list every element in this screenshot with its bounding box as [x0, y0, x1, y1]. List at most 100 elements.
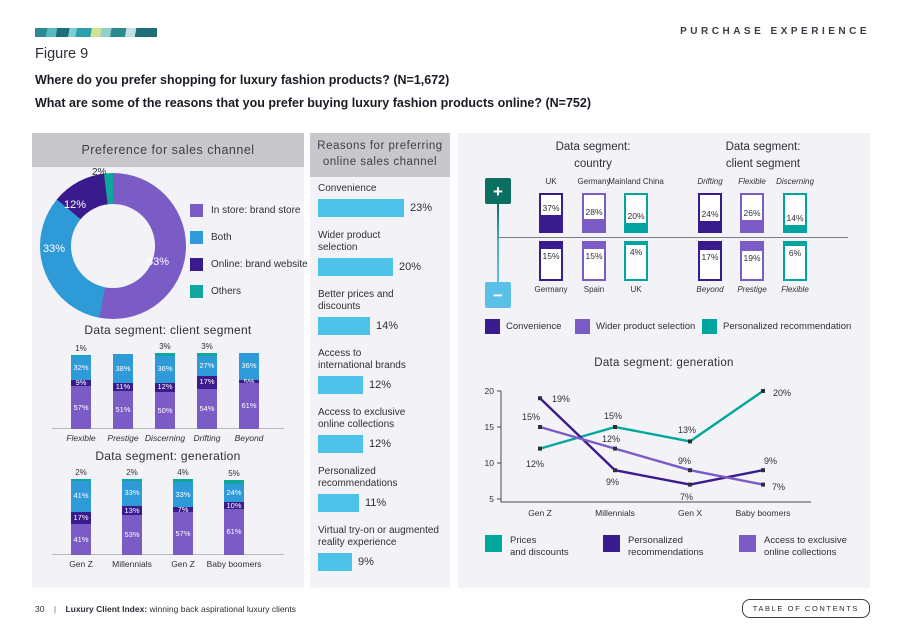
legend-label: Convenience [506, 321, 562, 332]
bar-segment-value: 41% [73, 534, 89, 544]
plus-minus-connector [497, 204, 499, 282]
box-label-bottom: Germany [534, 285, 568, 294]
box-value: 15% [542, 251, 560, 261]
group-title-client-line2: client segment [725, 157, 801, 170]
bar-top-label: 4% [177, 468, 189, 478]
box-label-top: Drifting [680, 161, 740, 187]
chart-title-generation-lines: Data segment: generation [594, 357, 734, 369]
box-label-top: UK [521, 161, 581, 187]
data-point-marker [613, 425, 617, 429]
bar-segment-value: 54% [199, 404, 215, 413]
bar-segment-value: 61% [226, 527, 242, 537]
minus-icon: − [485, 282, 511, 308]
box-label-bottom: UK [630, 285, 642, 294]
data-point-marker [613, 446, 617, 451]
bar-segment: 17% [197, 375, 217, 389]
bar-segment: 13% [122, 505, 142, 516]
legend-label-line: Prices [510, 535, 537, 546]
box-fill [626, 223, 646, 231]
data-point-label: 9% [606, 477, 619, 487]
bar-segment: 54% [197, 388, 217, 429]
hbar-bar [318, 258, 393, 276]
filled-box: 15% [582, 241, 606, 281]
data-point-marker [613, 468, 617, 473]
bar-stack: 33% 7% 57% [173, 479, 193, 555]
bar-stack: 38% 11% 51% [113, 354, 133, 429]
group-title-country: Data segment: country [498, 139, 688, 172]
bar-stack: 27% 17% 54% [197, 353, 217, 429]
box-value: 14% [786, 213, 804, 223]
legend-item: Personalized recommendation [702, 319, 851, 334]
donut-slice-label: 2% [92, 167, 107, 178]
bar-segment: 9% [71, 379, 91, 387]
bar-top-label: 3% [201, 342, 213, 352]
hbar-row: 9% [318, 553, 442, 571]
hbar-bar [318, 317, 370, 335]
hbar-label-line: online collections [318, 419, 395, 430]
bar-segment-value: 13% [124, 505, 140, 515]
data-point-marker [688, 482, 692, 487]
bar-segment-value: 33% [124, 488, 140, 498]
section-eyebrow: PURCHASE EXPERIENCE [680, 26, 870, 37]
legend-swatch [190, 257, 203, 271]
bar-axis [52, 554, 284, 555]
box-fill [785, 225, 805, 231]
box-value: 37% [542, 203, 560, 213]
bar-stack: 36% 5% 61% [239, 352, 259, 429]
brand-strip-graphic [35, 28, 157, 37]
donut-chart-sales-channel: 53% 33% 12% 2% [38, 167, 188, 321]
panel-online-reasons: Reasons for preferring online sales chan… [310, 133, 450, 588]
panel-title-text: Preference for sales channel [81, 143, 255, 157]
box-label-bottom: Flexible [781, 285, 809, 294]
legend-label: Both [211, 231, 232, 243]
y-tick-label: 20 [485, 386, 495, 396]
table-of-contents-button[interactable]: TABLE OF CONTENTS [741, 599, 870, 618]
hbar-label: Virtual try-on or augmented reality exper… [318, 525, 442, 549]
filled-box: 4% [624, 241, 648, 281]
footer-page-info: 30 | Luxury Client Index: winning back a… [35, 604, 296, 614]
hbar-label-line: Better prices and [318, 289, 394, 300]
box-label-text: UK [545, 177, 557, 187]
bar-segment: 51% [113, 390, 133, 429]
legend-label: Personalized recommendation [723, 321, 852, 332]
box-label-bottom: Beyond [696, 285, 724, 294]
donut-slice-label: 53% [147, 256, 170, 268]
bar-category-label: Gen Z [69, 559, 93, 569]
data-point-label: 15% [522, 412, 540, 422]
box-label-bottom: Prestige [737, 285, 767, 294]
bar-segment: 11% [113, 382, 133, 391]
legend-item: Prices and discounts [485, 535, 569, 559]
legend-item: Both [190, 230, 308, 244]
bar-column: 38% 11% 51% Prestige [99, 337, 147, 443]
bar-column: 3% 36% 12% 50% Discerning [141, 337, 189, 443]
bar-segment: 32% [71, 355, 91, 380]
bar-segment-value: 36% [241, 361, 257, 371]
box-fill [742, 220, 762, 231]
bar-segment: 7% [173, 506, 193, 513]
bar-category-label: Gen Z [171, 559, 195, 569]
bar-segment: 38% [113, 354, 133, 383]
legend-label: Access to exclusive online collections [764, 535, 847, 559]
legend-swatch [190, 230, 203, 244]
hbar-item: Virtual try-on or augmented reality exper… [318, 525, 442, 571]
minus-glyph: − [493, 285, 503, 305]
stacked-bars-generation: 2% 41% 17% 41% Gen Z 2% 33% 13% 53% Millennials 4%… [32, 463, 304, 569]
legend-swatch [575, 319, 590, 334]
legend-swatch [485, 319, 500, 334]
legend-item: In store: brand store [190, 203, 308, 217]
bar-segment: 33% [173, 482, 193, 507]
legend-label-line: online collections [764, 546, 837, 558]
hbar-row: 12% [318, 376, 442, 394]
box-value: 6% [788, 248, 802, 258]
data-point-marker [761, 468, 765, 473]
data-point-marker [538, 446, 542, 451]
plus-icon: + [485, 178, 511, 204]
filled-box: 14% [783, 193, 807, 233]
book-title: Luxury Client Index: [65, 604, 148, 614]
bar-column: 2% 33% 13% 53% Millennials [108, 463, 156, 569]
legend-label: Prices and discounts [510, 535, 569, 559]
bar-segment: 12% [155, 382, 175, 392]
data-point-label: 9% [678, 456, 691, 466]
plus-glyph: + [493, 181, 503, 201]
panel-title-online-reasons: Reasons for preferring online sales chan… [310, 133, 450, 177]
